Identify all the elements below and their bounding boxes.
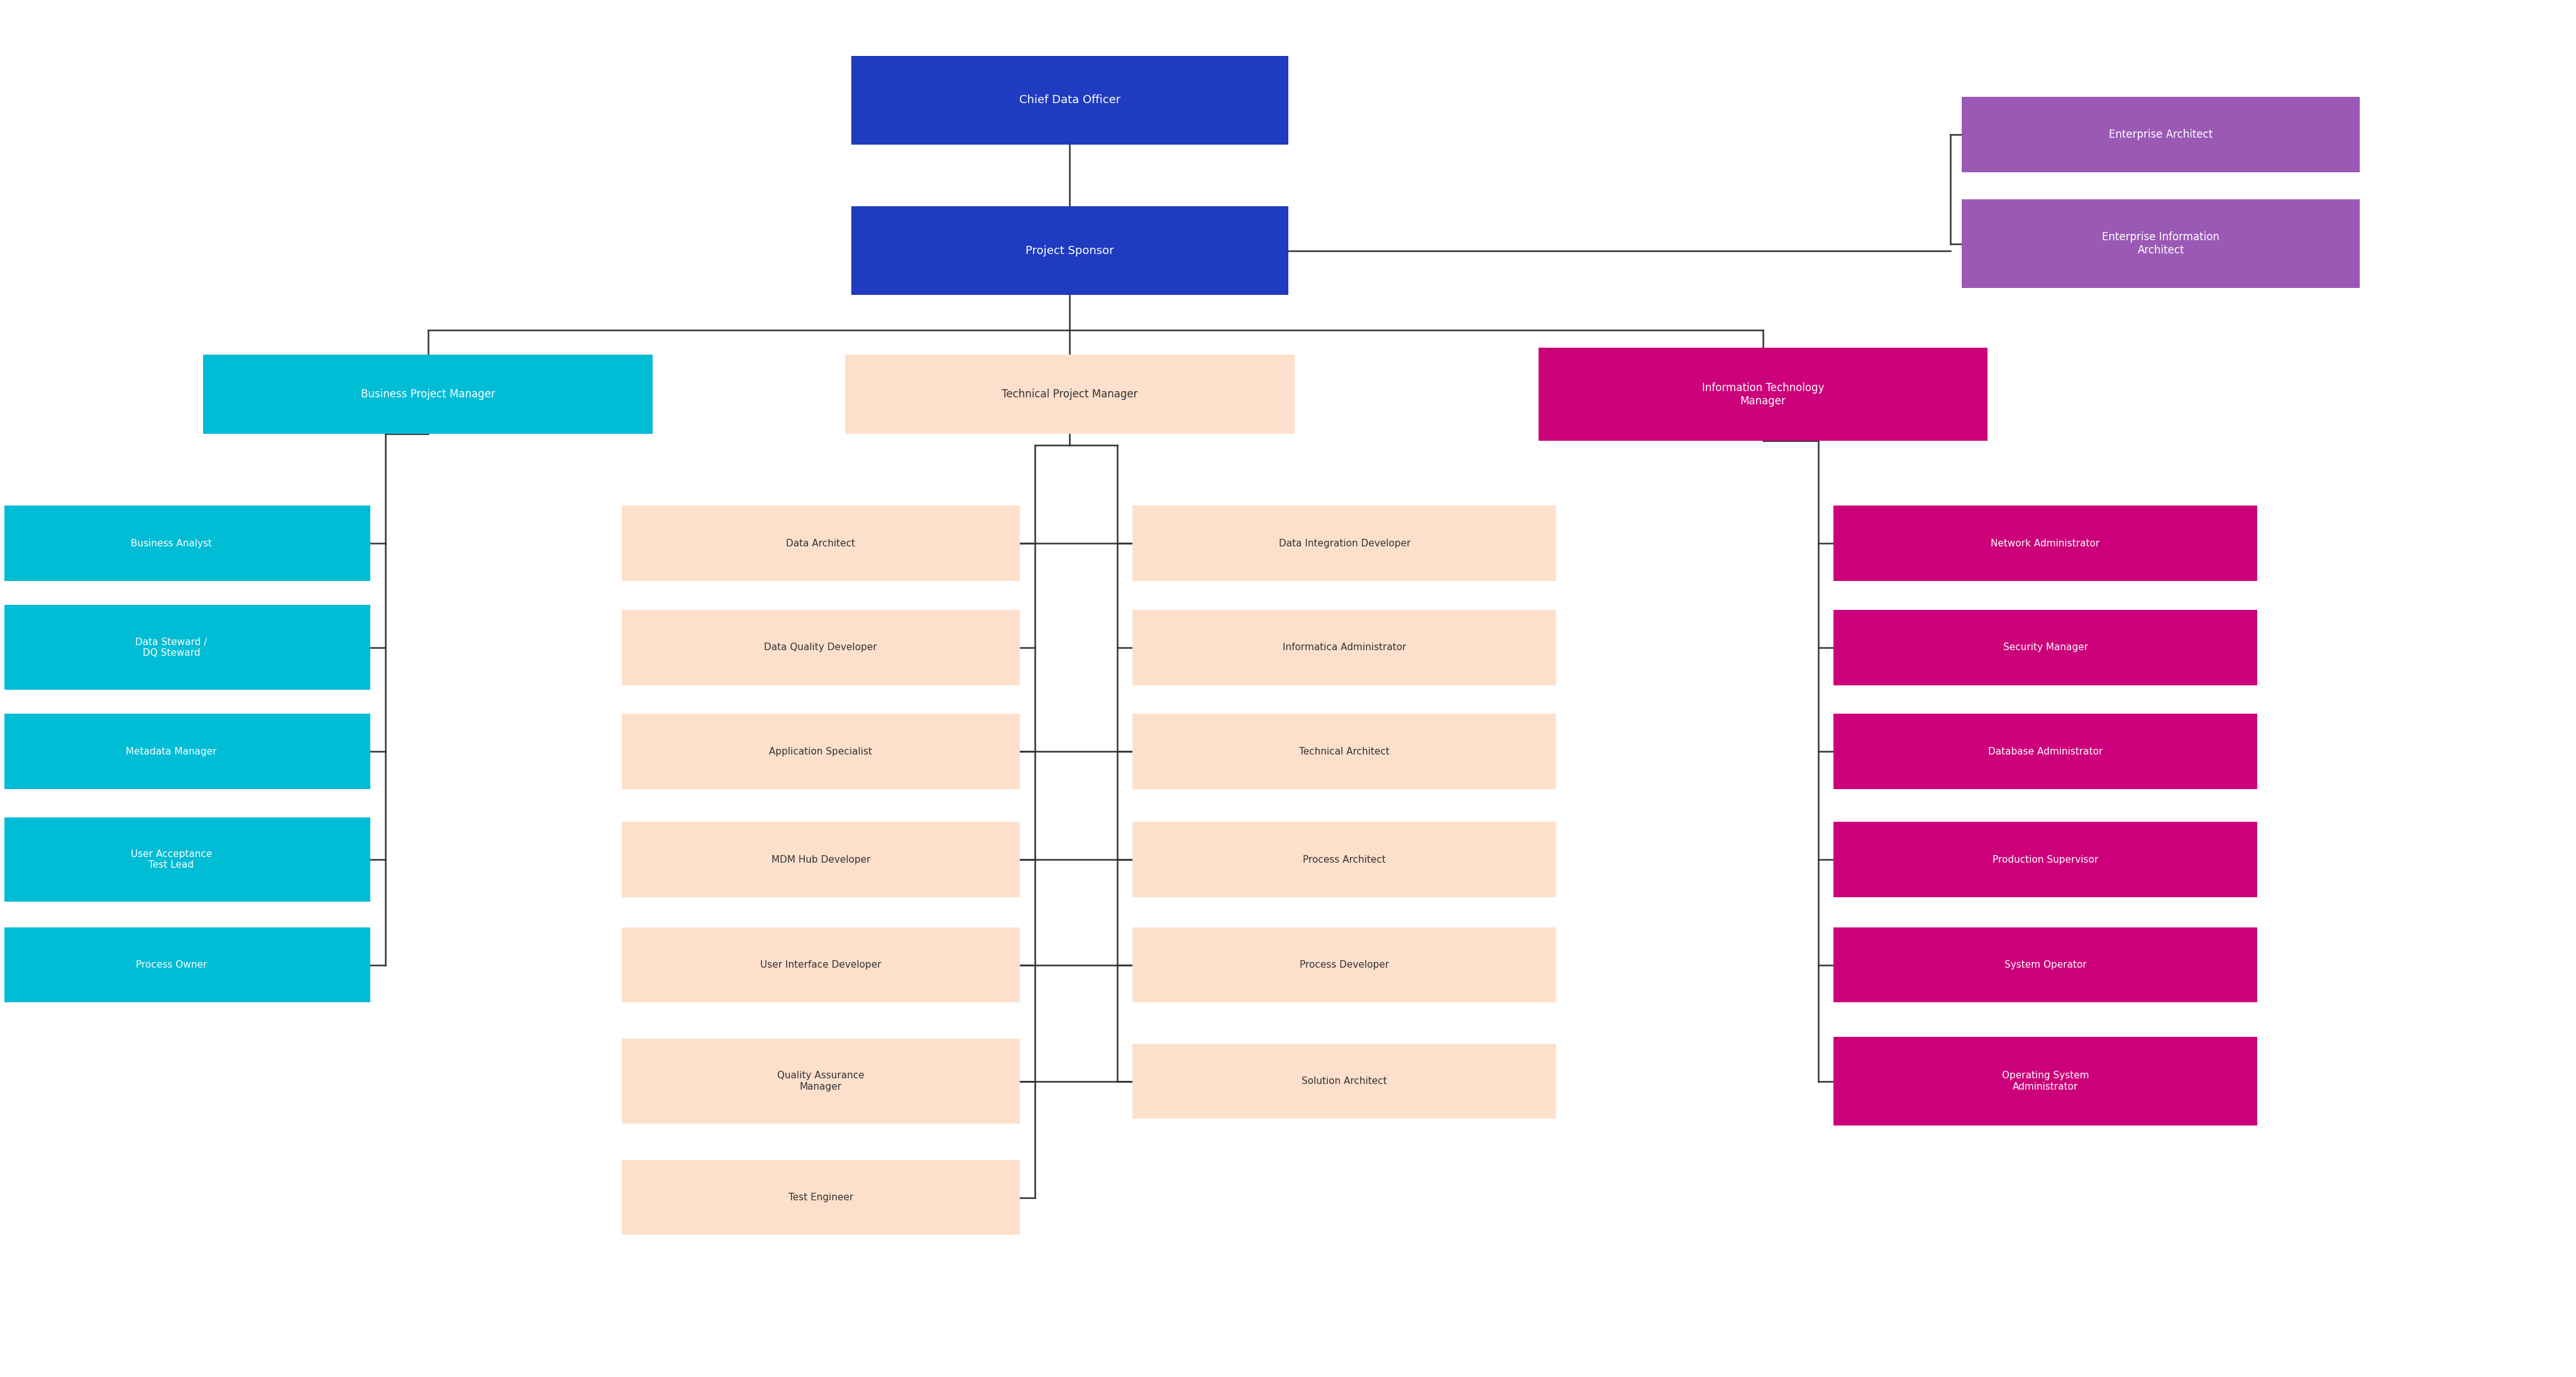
Text: Information Technology
Manager: Information Technology Manager — [1703, 383, 1824, 406]
Text: Data Quality Developer: Data Quality Developer — [765, 643, 878, 653]
FancyBboxPatch shape — [853, 55, 1288, 145]
FancyBboxPatch shape — [1834, 505, 2257, 581]
Text: Database Administrator: Database Administrator — [1989, 746, 2102, 756]
FancyBboxPatch shape — [621, 610, 1020, 686]
Text: Data Integration Developer: Data Integration Developer — [1278, 538, 1412, 548]
FancyBboxPatch shape — [1538, 348, 1989, 441]
FancyBboxPatch shape — [0, 505, 371, 581]
Text: Technical Architect: Technical Architect — [1298, 746, 1388, 756]
Text: Security Manager: Security Manager — [2004, 643, 2087, 653]
Text: Application Specialist: Application Specialist — [770, 746, 873, 756]
Text: Quality Assurance
Manager: Quality Assurance Manager — [778, 1071, 866, 1092]
FancyBboxPatch shape — [845, 355, 1293, 434]
Text: Data Steward /
DQ Steward: Data Steward / DQ Steward — [137, 638, 206, 658]
Text: Network Administrator: Network Administrator — [1991, 538, 2099, 548]
FancyBboxPatch shape — [621, 1038, 1020, 1124]
Text: User Interface Developer: User Interface Developer — [760, 960, 881, 969]
FancyBboxPatch shape — [0, 927, 371, 1002]
Text: Test Engineer: Test Engineer — [788, 1192, 853, 1202]
FancyBboxPatch shape — [1133, 822, 1556, 898]
FancyBboxPatch shape — [1834, 610, 2257, 686]
FancyBboxPatch shape — [1133, 1044, 1556, 1120]
Text: Project Sponsor: Project Sponsor — [1025, 245, 1113, 256]
FancyBboxPatch shape — [853, 207, 1288, 295]
Text: Solution Architect: Solution Architect — [1301, 1077, 1388, 1086]
FancyBboxPatch shape — [1834, 822, 2257, 898]
Text: Process Owner: Process Owner — [137, 960, 206, 969]
FancyBboxPatch shape — [621, 713, 1020, 789]
FancyBboxPatch shape — [621, 927, 1020, 1002]
FancyBboxPatch shape — [1963, 200, 2360, 288]
Text: Business Analyst: Business Analyst — [131, 538, 211, 548]
FancyBboxPatch shape — [0, 817, 371, 902]
Text: Production Supervisor: Production Supervisor — [1991, 855, 2099, 865]
FancyBboxPatch shape — [204, 355, 652, 434]
FancyBboxPatch shape — [621, 1159, 1020, 1235]
FancyBboxPatch shape — [621, 505, 1020, 581]
FancyBboxPatch shape — [1834, 927, 2257, 1002]
Text: User Acceptance
Test Lead: User Acceptance Test Lead — [131, 850, 211, 870]
FancyBboxPatch shape — [1834, 713, 2257, 789]
Text: Business Project Manager: Business Project Manager — [361, 388, 495, 399]
FancyBboxPatch shape — [0, 605, 371, 690]
Text: Enterprise Information
Architect: Enterprise Information Architect — [2102, 231, 2221, 256]
FancyBboxPatch shape — [1133, 505, 1556, 581]
FancyBboxPatch shape — [621, 822, 1020, 898]
FancyBboxPatch shape — [1834, 1037, 2257, 1125]
Text: Operating System
Administrator: Operating System Administrator — [2002, 1071, 2089, 1092]
Text: Enterprise Architect: Enterprise Architect — [2110, 128, 2213, 140]
FancyBboxPatch shape — [1963, 96, 2360, 172]
Text: Informatica Administrator: Informatica Administrator — [1283, 643, 1406, 653]
Text: Technical Project Manager: Technical Project Manager — [1002, 388, 1139, 399]
Text: Process Developer: Process Developer — [1301, 960, 1388, 969]
Text: Data Architect: Data Architect — [786, 538, 855, 548]
FancyBboxPatch shape — [1133, 927, 1556, 1002]
Text: MDM Hub Developer: MDM Hub Developer — [770, 855, 871, 865]
Text: Chief Data Officer: Chief Data Officer — [1020, 95, 1121, 106]
FancyBboxPatch shape — [0, 713, 371, 789]
Text: Metadata Manager: Metadata Manager — [126, 746, 216, 756]
Text: System Operator: System Operator — [2004, 960, 2087, 969]
FancyBboxPatch shape — [1133, 713, 1556, 789]
Text: Process Architect: Process Architect — [1303, 855, 1386, 865]
FancyBboxPatch shape — [1133, 610, 1556, 686]
